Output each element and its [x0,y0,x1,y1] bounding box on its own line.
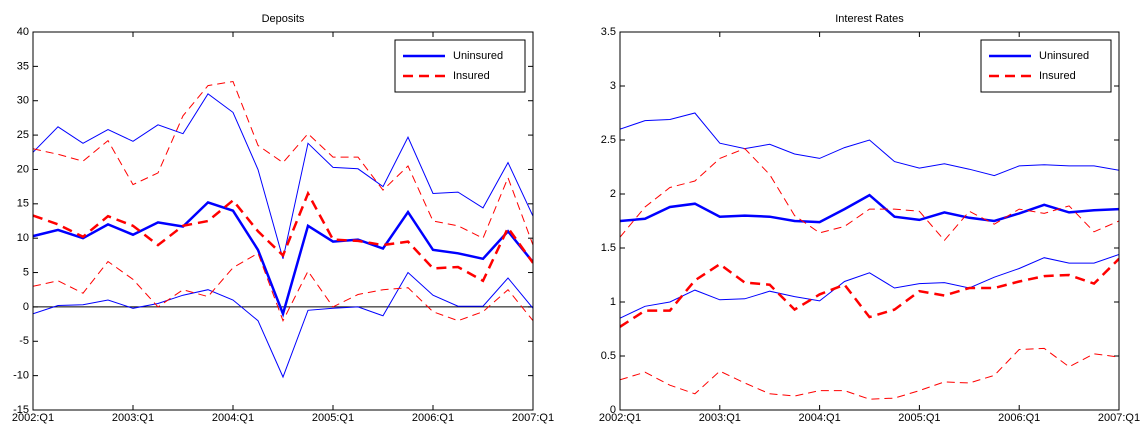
plot-area [620,32,1119,410]
band-line [33,271,533,379]
band-line [33,80,533,246]
x-tick-label: 2002:Q1 [12,412,54,424]
y-tick-label: -5 [19,335,29,347]
y-tick-label: 15 [17,198,29,210]
series-line [33,200,533,318]
y-tick-label: 40 [17,26,29,38]
y-tick-label: 1 [610,296,616,308]
y-tick-label: 3.5 [601,26,616,38]
x-tick-label: 2003:Q1 [699,412,741,424]
y-tick-label: 35 [17,60,29,72]
x-tick-label: 2006:Q1 [998,412,1040,424]
y-tick-label: 0 [23,301,29,313]
x-tick-label: 2005:Q1 [312,412,354,424]
band-line [33,252,533,322]
y-tick-label: 5 [23,266,29,278]
axes-box [619,31,1120,411]
x-tick-label: 2007:Q1 [512,412,554,424]
x-tick-label: 2006:Q1 [412,412,454,424]
legend-label: Uninsured [453,50,503,62]
y-tick-label: 2.5 [601,134,616,146]
y-tick-label: 3 [610,80,616,92]
chart-title: Deposits [262,13,305,25]
axes-box [32,31,534,411]
y-tick-label: 1.5 [601,242,616,254]
y-tick-label: 25 [17,129,29,141]
y-tick-label: -10 [13,370,29,382]
band-line [620,254,1119,319]
legend-label: Insured [1039,70,1076,82]
x-tick-label: 2004:Q1 [798,412,840,424]
x-tick-label: 2007:Q1 [1098,412,1140,424]
x-tick-label: 2003:Q1 [112,412,154,424]
band-line [620,347,1119,400]
x-tick-label: 2005:Q1 [898,412,940,424]
band-line [620,112,1119,177]
series-line [620,193,1119,224]
y-tick-label: -15 [13,404,29,416]
y-tick-label: 10 [17,232,29,244]
legend-box [394,39,526,93]
x-tick-label: 2004:Q1 [212,412,254,424]
band-line [620,148,1119,242]
legend-label: Insured [453,70,490,82]
y-tick-label: 0 [610,404,616,416]
x-tick-label: 2002:Q1 [599,412,641,424]
y-tick-label: 20 [17,163,29,175]
chart-title: Interest Rates [835,13,904,25]
band-line [33,93,533,259]
legend-label: Uninsured [1039,50,1089,62]
y-tick-label: 0.5 [601,350,616,362]
legend-box [980,39,1112,93]
series-line [620,257,1119,328]
y-tick-label: 30 [17,95,29,107]
plot-area [33,32,533,410]
series-line [33,190,533,283]
y-tick-label: 2 [610,188,616,200]
